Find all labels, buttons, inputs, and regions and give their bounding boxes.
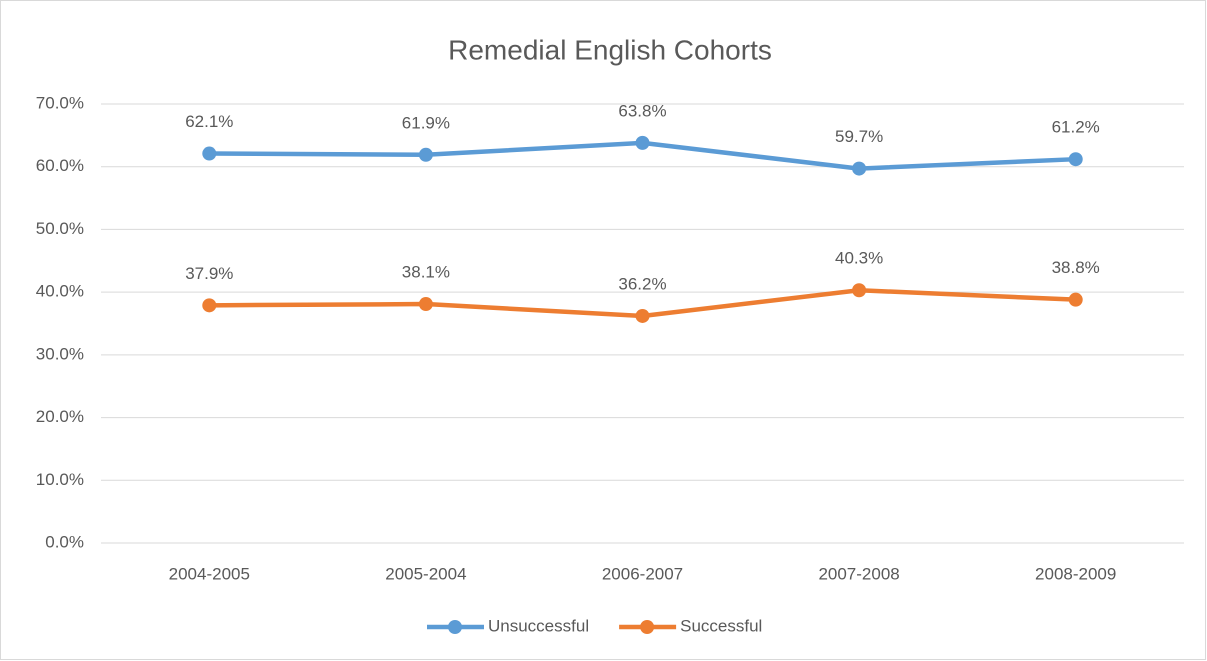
data-label: 36.2%: [618, 274, 666, 293]
data-point: [1068, 292, 1083, 307]
data-point: [635, 308, 650, 323]
data-label: 61.9%: [402, 113, 450, 132]
y-tick-label: 10.0%: [36, 470, 84, 489]
chart-title: Remedial English Cohorts: [448, 34, 772, 65]
data-point: [1068, 152, 1083, 167]
data-point: [852, 283, 867, 298]
x-tick-label: 2007-2008: [818, 564, 899, 583]
y-tick-label: 30.0%: [36, 344, 84, 363]
x-tick-label: 2006-2007: [602, 564, 683, 583]
data-label: 38.8%: [1052, 258, 1100, 277]
data-point: [418, 297, 433, 312]
y-tick-label: 40.0%: [36, 282, 84, 301]
data-label: 59.7%: [835, 127, 883, 146]
data-point: [202, 298, 217, 313]
y-tick-label: 50.0%: [36, 219, 84, 238]
legend-marker: [448, 620, 462, 634]
x-tick-label: 2008-2009: [1035, 564, 1116, 583]
legend-marker: [640, 620, 655, 634]
data-point: [852, 161, 867, 176]
data-label: 63.8%: [618, 101, 666, 120]
data-label: 40.3%: [835, 249, 883, 268]
legend-label: Unsuccessful: [488, 616, 589, 635]
data-point: [635, 135, 650, 150]
x-tick-label: 2004-2005: [169, 564, 250, 583]
y-tick-label: 70.0%: [36, 93, 84, 112]
legend-label: Successful: [680, 616, 762, 635]
y-tick-label: 60.0%: [36, 156, 84, 175]
data-label: 38.1%: [402, 263, 450, 282]
y-tick-label: 0.0%: [45, 532, 84, 551]
data-label: 37.9%: [185, 264, 233, 283]
data-label: 62.1%: [185, 112, 233, 131]
data-point: [202, 146, 217, 161]
data-label: 61.2%: [1052, 118, 1100, 137]
y-tick-label: 20.0%: [36, 407, 84, 426]
data-point: [418, 147, 433, 162]
x-tick-label: 2005-2004: [385, 564, 466, 583]
